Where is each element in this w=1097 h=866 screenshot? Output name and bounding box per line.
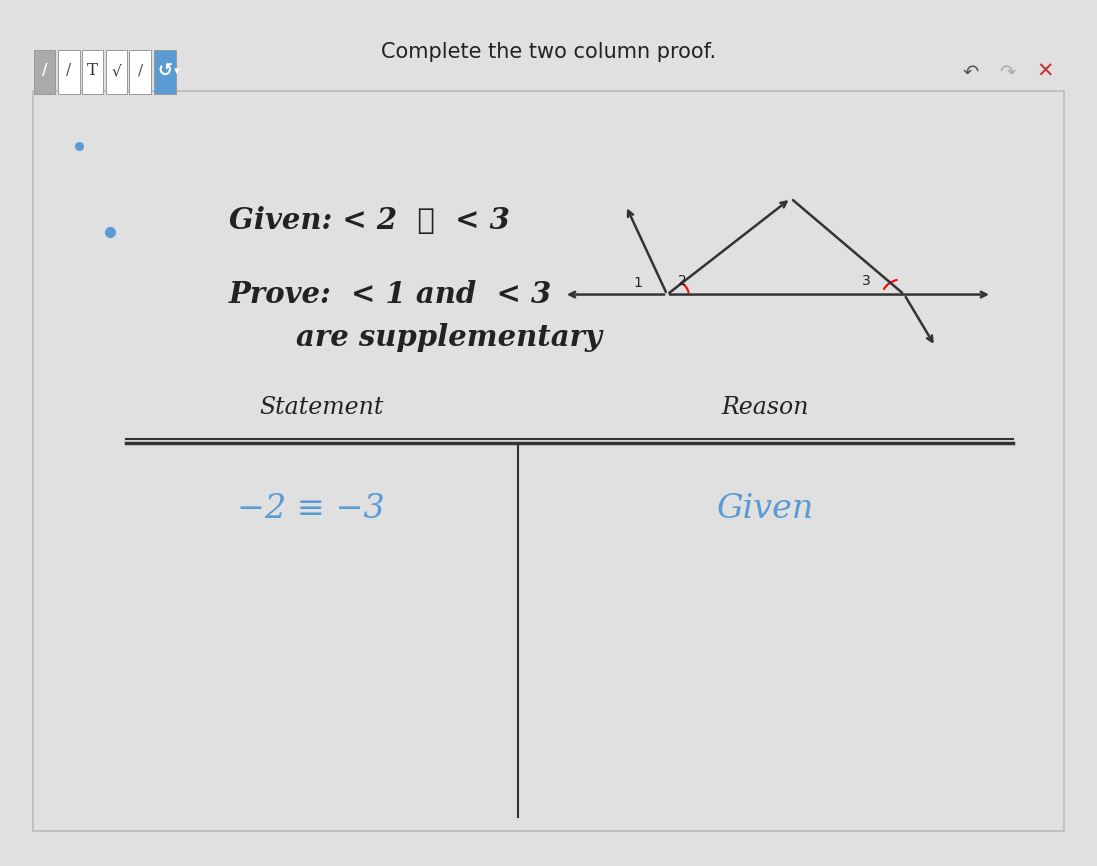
FancyBboxPatch shape	[34, 49, 55, 94]
Text: ✕: ✕	[1037, 61, 1054, 82]
Text: ∕: ∕	[137, 63, 143, 79]
Text: Reason: Reason	[722, 396, 808, 418]
Text: /: /	[42, 63, 47, 79]
Text: Prove:  < 1 and  < 3: Prove: < 1 and < 3	[229, 280, 552, 309]
Text: 3: 3	[862, 275, 871, 288]
Text: ↷: ↷	[999, 62, 1015, 81]
Text: −2 ≡ −3: −2 ≡ −3	[237, 494, 385, 526]
Text: ↺: ↺	[158, 61, 172, 80]
Text: Given: < 2  ≅  < 3: Given: < 2 ≅ < 3	[229, 206, 510, 235]
FancyBboxPatch shape	[58, 49, 80, 94]
Text: 1: 1	[634, 276, 643, 290]
FancyBboxPatch shape	[82, 49, 103, 94]
Text: ▾: ▾	[173, 66, 180, 76]
Text: 2: 2	[678, 275, 687, 288]
Text: Given: Given	[716, 494, 814, 526]
Text: Complete the two column proof.: Complete the two column proof.	[381, 42, 716, 61]
Text: T: T	[88, 62, 99, 80]
Text: √: √	[112, 63, 122, 79]
FancyBboxPatch shape	[129, 49, 150, 94]
Text: Statement: Statement	[260, 396, 384, 418]
Text: /: /	[67, 63, 71, 79]
Text: are supplementary: are supplementary	[296, 323, 602, 352]
FancyBboxPatch shape	[105, 49, 127, 94]
Text: ↶: ↶	[963, 62, 979, 81]
FancyBboxPatch shape	[155, 49, 176, 94]
